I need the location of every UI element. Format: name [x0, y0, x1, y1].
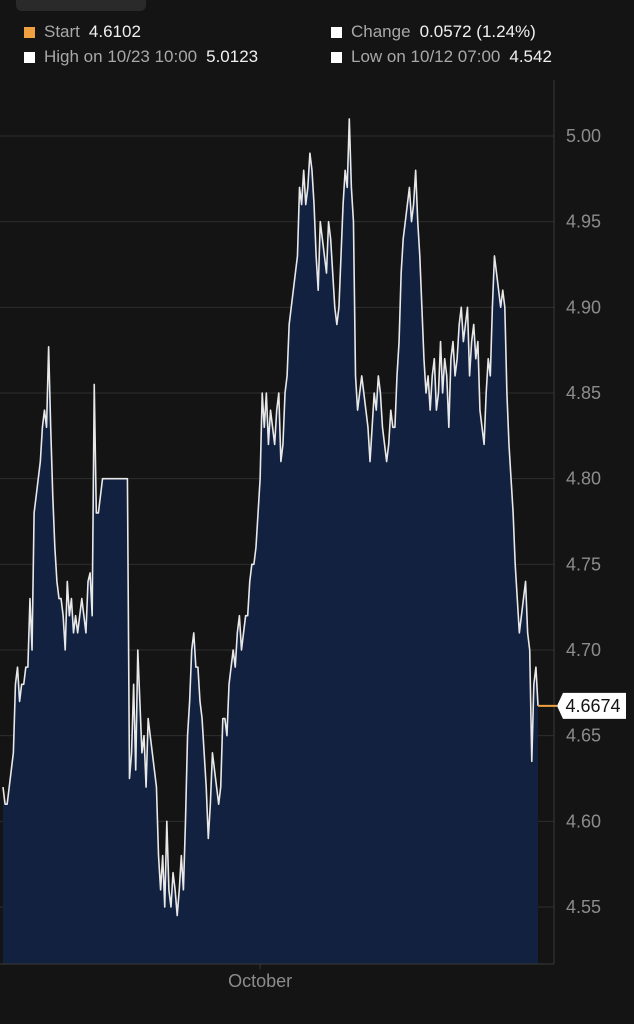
series-area — [3, 118, 538, 965]
start-swatch — [24, 26, 35, 38]
legend-change: Change 0.0572 (1.24%) — [331, 22, 536, 42]
low-label: Low on 10/12 07:00 — [351, 47, 501, 66]
legend-high: High on 10/23 10:00 5.0123 — [24, 47, 258, 67]
last-value-marker: 4.6674 — [538, 692, 626, 719]
y-tick-label: 4.80 — [566, 469, 601, 489]
y-tick-label: 4.65 — [566, 726, 601, 746]
high-label: High on 10/23 10:00 — [44, 47, 198, 66]
low-swatch — [331, 51, 342, 63]
y-tick-label: 4.60 — [566, 811, 601, 831]
low-value: 4.542 — [509, 47, 552, 66]
x-tick-labels: October — [228, 964, 292, 991]
legend: Start 4.6102 Change 0.0572 (1.24%) High … — [0, 0, 634, 80]
series-line — [2, 118, 539, 917]
y-tick-labels: 4.55 4.60 4.65 4.70 4.75 4.80 4.85 4.90 4.95 5.00 — [566, 126, 601, 917]
y-tick-label: 4.85 — [566, 383, 601, 403]
change-value: 0.0572 (1.24%) — [419, 22, 536, 41]
y-tick-label: 4.75 — [566, 554, 601, 574]
y-tick-label: 4.70 — [566, 640, 601, 660]
legend-start: Start 4.6102 — [24, 22, 141, 42]
legend-low: Low on 10/12 07:00 4.542 — [331, 47, 552, 67]
x-tick-label: October — [228, 971, 292, 991]
last-value-label: 4.6674 — [565, 696, 620, 716]
last-value-tag — [557, 692, 626, 719]
top-tab — [16, 0, 146, 11]
start-value: 4.6102 — [88, 22, 141, 41]
high-value: 5.0123 — [206, 47, 259, 66]
y-tick-label: 4.95 — [566, 212, 601, 232]
start-label: Start — [44, 22, 80, 41]
y-tick-label: 5.00 — [566, 126, 601, 146]
change-swatch — [331, 26, 342, 38]
y-tick-label: 4.55 — [566, 897, 601, 917]
y-tick-label: 4.90 — [566, 297, 601, 317]
high-swatch — [24, 51, 35, 63]
change-label: Change — [351, 22, 411, 41]
